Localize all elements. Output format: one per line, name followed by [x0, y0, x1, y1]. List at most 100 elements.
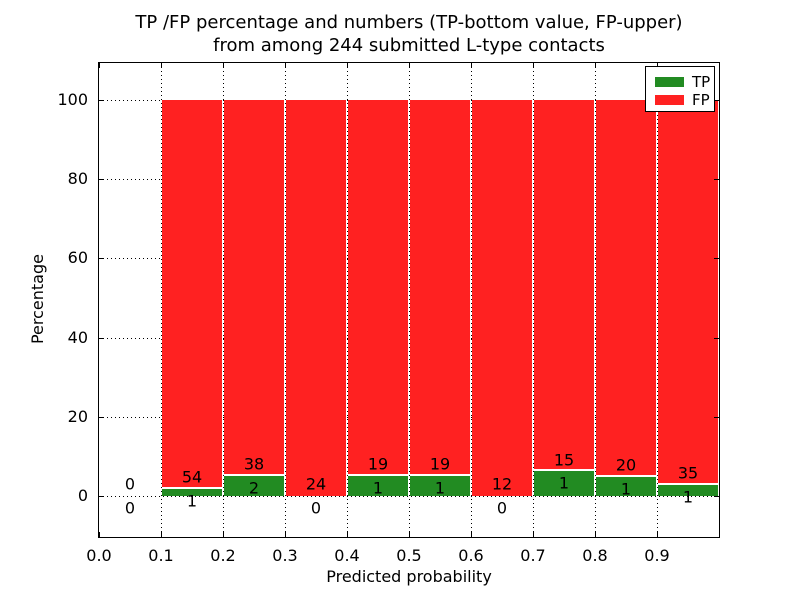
y-tick-label: 100 [57, 89, 88, 109]
x-tick-label: 0.7 [520, 546, 546, 565]
fp-count-label: 19 [367, 454, 389, 474]
fp-count-label: 19 [429, 454, 451, 474]
y-axis-label: Percentage [28, 254, 47, 345]
x-tick-top [223, 63, 224, 68]
y-tick-left [99, 179, 104, 181]
fp-count-label: 35 [677, 463, 699, 483]
legend-swatch-tp-icon [655, 77, 684, 87]
bar-segment-fp [224, 99, 284, 477]
x-tick-bottom [471, 532, 472, 537]
x-tick-bottom [223, 532, 224, 537]
y-tick-right [714, 179, 719, 181]
x-tick-top [533, 63, 534, 68]
x-tick-bottom [595, 532, 596, 537]
legend-entry-fp: FP [655, 91, 714, 109]
plot-area [98, 62, 720, 538]
y-tick-right [714, 337, 719, 339]
x-tick-bottom [347, 532, 348, 537]
tp-count-label: 1 [682, 487, 694, 507]
tp-count-label: 0 [124, 498, 136, 518]
x-tick-label: 0.6 [458, 546, 484, 565]
x-tick-label: 0.3 [272, 546, 298, 565]
x-tick-top [719, 63, 720, 68]
y-tick-left [99, 496, 104, 498]
y-tick-right [714, 496, 719, 498]
x-tick-bottom [533, 532, 534, 537]
x-gridline [471, 63, 472, 537]
x-gridline [409, 63, 410, 537]
fp-count-label: 54 [181, 467, 203, 487]
tp-count-label: 1 [186, 491, 198, 511]
y-tick-right [714, 99, 719, 101]
bar-segment-fp [162, 99, 222, 489]
fp-count-label: 12 [491, 474, 513, 494]
fp-count-label: 24 [305, 474, 327, 494]
bar-segment-fp [472, 99, 532, 497]
x-tick-top [657, 63, 658, 68]
y-tick-label: 40 [67, 327, 88, 347]
fp-count-label: 0 [124, 474, 136, 494]
x-tick-top [285, 63, 286, 68]
x-tick-label: 0.5 [396, 546, 422, 565]
y-tick-label: 20 [67, 406, 88, 426]
x-tick-bottom [657, 532, 658, 537]
x-tick-bottom [719, 532, 720, 537]
x-tick-label: 0.2 [210, 546, 236, 565]
y-tick-label: 80 [67, 169, 88, 189]
y-tick-left [99, 99, 104, 101]
x-gridline [533, 63, 534, 537]
x-tick-top [99, 63, 100, 68]
x-gridline [657, 63, 658, 537]
x-gridline [223, 63, 224, 537]
x-gridline [595, 63, 596, 537]
x-tick-bottom [99, 532, 100, 537]
x-tick-top [161, 63, 162, 68]
x-gridline [285, 63, 286, 537]
x-gridline [347, 63, 348, 537]
legend-swatch-fp-icon [655, 95, 684, 105]
legend-label-tp: TP [692, 72, 711, 91]
tp-count-label: 0 [496, 498, 508, 518]
x-tick-top [471, 63, 472, 68]
chart-title-line2: from among 244 submitted L-type contacts [213, 35, 605, 56]
x-tick-label: 0.0 [86, 546, 112, 565]
x-tick-label: 0.8 [582, 546, 608, 565]
x-tick-label: 0.9 [644, 546, 670, 565]
tp-count-label: 1 [434, 478, 446, 498]
bar-segment-tp [348, 476, 408, 497]
bar-segment-tp [534, 471, 594, 497]
y-tick-right [714, 258, 719, 260]
bar-segment-fp [658, 99, 718, 486]
legend: TP FP [645, 66, 715, 112]
fp-count-label: 15 [553, 450, 575, 470]
x-tick-bottom [285, 532, 286, 537]
y-tick-left [99, 337, 104, 339]
x-tick-label: 0.4 [334, 546, 360, 565]
tp-count-label: 2 [248, 478, 260, 498]
bar-segment-tp [162, 488, 222, 497]
chart-title-line1: TP /FP percentage and numbers (TP-bottom… [135, 12, 683, 33]
chart-title: TP /FP percentage and numbers (TP-bottom… [99, 11, 719, 57]
x-gridline [161, 63, 162, 537]
bar-segment-tp [410, 476, 470, 497]
y-tick-left [99, 258, 104, 260]
bar-segment-tp [224, 476, 284, 497]
bar-segment-fp [596, 99, 656, 478]
y-tick-left [99, 416, 104, 418]
x-tick-bottom [409, 532, 410, 537]
x-tick-top [595, 63, 596, 68]
y-tick-right [714, 416, 719, 418]
tp-count-label: 1 [372, 478, 384, 498]
x-tick-top [409, 63, 410, 68]
x-tick-bottom [161, 532, 162, 537]
bar-segment-fp [534, 99, 594, 472]
legend-label-fp: FP [692, 90, 710, 109]
bar-segment-tp [596, 477, 656, 497]
fp-count-label: 20 [615, 455, 637, 475]
x-axis-label: Predicted probability [326, 567, 492, 586]
fp-count-label: 38 [243, 454, 265, 474]
bar-segment-tp [658, 485, 718, 497]
y-tick-label: 60 [67, 248, 88, 268]
bar-segment-fp [348, 99, 408, 477]
